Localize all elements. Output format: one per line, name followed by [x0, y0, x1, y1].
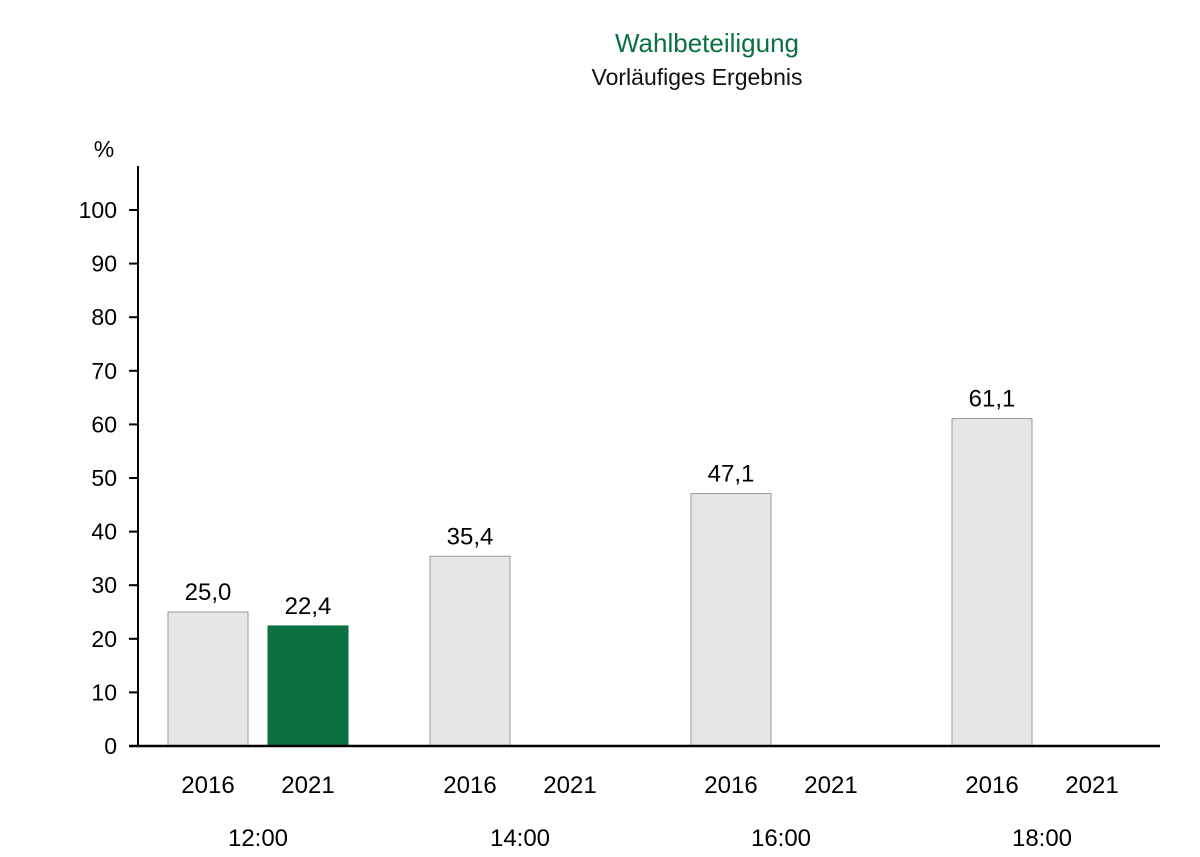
data-label: 22,4 — [285, 593, 332, 620]
y-tick-label: 60 — [91, 411, 117, 437]
y-tick-label: 70 — [91, 358, 117, 384]
bar-2016-1400 — [429, 555, 511, 747]
x-year-label: 2021 — [543, 772, 596, 799]
y-tick-label: 100 — [79, 197, 117, 223]
y-tick-label: 80 — [91, 304, 117, 330]
y-tick-label: 40 — [91, 519, 117, 545]
y-tick-label: 10 — [91, 679, 117, 705]
y-tick-label: 20 — [91, 626, 117, 652]
bar-2016-1800 — [951, 418, 1033, 747]
x-group-label: 18:00 — [1012, 825, 1072, 852]
y-tick-label: 50 — [91, 465, 117, 491]
x-group-label: 14:00 — [490, 825, 550, 852]
bar-2016-1200 — [167, 611, 249, 747]
x-year-label: 2021 — [281, 772, 334, 799]
x-year-label: 2016 — [181, 772, 234, 799]
x-year-label: 2021 — [1065, 772, 1118, 799]
chart-title: Wahlbeteiligung — [614, 28, 800, 58]
x-year-label: 2016 — [965, 772, 1018, 799]
data-label: 61,1 — [969, 386, 1016, 413]
x-year-label: 2016 — [704, 772, 757, 799]
data-label: 25,0 — [185, 579, 232, 606]
bar-2016-1600 — [690, 493, 772, 747]
y-tick-label: 90 — [91, 251, 117, 277]
x-group-label: 12:00 — [228, 825, 288, 852]
data-label: 47,1 — [708, 461, 755, 488]
x-group-label: 16:00 — [751, 825, 811, 852]
y-tick-label: 30 — [91, 572, 117, 598]
y-axis-unit-label: % — [94, 136, 114, 162]
y-tick-label: 0 — [104, 733, 117, 759]
chart-subtitle: Vorläufiges Ergebnis — [591, 64, 803, 90]
data-label: 35,4 — [447, 523, 494, 550]
x-year-label: 2021 — [804, 772, 857, 799]
bar-2021-1200 — [267, 625, 349, 747]
x-year-label: 2016 — [443, 772, 496, 799]
